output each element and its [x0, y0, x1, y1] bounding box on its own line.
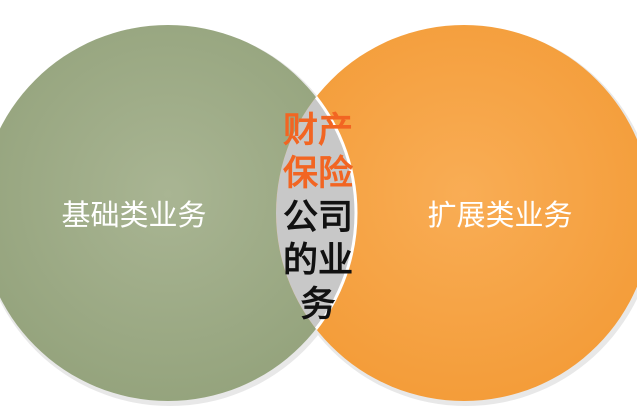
left-circle-label: 基础类业务 — [61, 198, 206, 232]
overlap-line-4: 的业 — [283, 241, 353, 281]
overlap-line-2: 保险 — [283, 154, 354, 194]
overlap-text: 财产 保险 公司 的业 务 — [283, 111, 354, 325]
overlap-outline-left-arc — [276, 25, 358, 401]
left-circle — [0, 25, 356, 401]
right-circle-label: 扩展类业务 — [427, 198, 572, 232]
overlap-line-3: 公司 — [283, 198, 353, 238]
overlap-line-5: 务 — [300, 285, 335, 325]
right-circle — [276, 25, 637, 401]
overlap-line-1: 财产 — [283, 111, 353, 151]
